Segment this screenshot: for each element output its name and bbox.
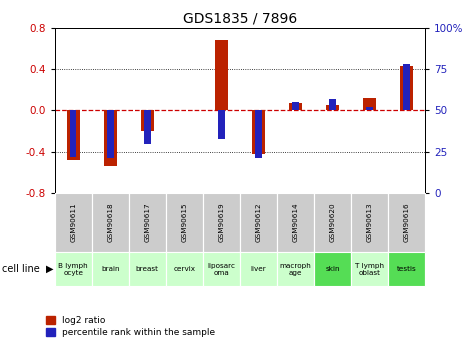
Bar	[215, 40, 228, 110]
Legend: log2 ratio, percentile rank within the sample: log2 ratio, percentile rank within the s…	[43, 313, 219, 341]
Bar	[400, 66, 413, 110]
Text: GSM90615: GSM90615	[181, 203, 187, 242]
Text: cervix: cervix	[173, 266, 195, 272]
Bar	[129, 193, 166, 252]
Bar	[240, 252, 277, 286]
Bar	[252, 110, 265, 154]
Bar	[314, 193, 351, 252]
Text: GSM90612: GSM90612	[256, 203, 261, 242]
Bar	[203, 193, 240, 252]
Text: GSM90613: GSM90613	[367, 203, 372, 242]
Bar	[292, 102, 299, 110]
Bar	[255, 110, 262, 158]
Bar	[366, 107, 373, 110]
Bar	[289, 103, 302, 110]
Bar	[329, 99, 336, 110]
Bar	[107, 110, 114, 158]
Text: GSM90619: GSM90619	[218, 203, 224, 242]
Text: liver: liver	[250, 266, 266, 272]
Bar	[351, 252, 388, 286]
Bar	[70, 110, 76, 157]
Bar	[388, 252, 425, 286]
Bar	[240, 193, 277, 252]
Bar	[277, 252, 314, 286]
Text: testis: testis	[397, 266, 417, 272]
Text: GSM90614: GSM90614	[293, 203, 298, 242]
Bar	[166, 252, 203, 286]
Text: GSM90617: GSM90617	[144, 203, 150, 242]
Bar	[363, 98, 376, 110]
Bar	[203, 252, 240, 286]
Bar	[92, 193, 129, 252]
Text: liposarc
oma: liposarc oma	[208, 263, 235, 276]
Bar	[277, 193, 314, 252]
Text: GSM90620: GSM90620	[330, 203, 335, 242]
Bar	[166, 193, 203, 252]
Text: skin: skin	[325, 266, 340, 272]
Bar	[144, 110, 151, 144]
Text: macroph
age: macroph age	[280, 263, 311, 276]
Bar	[66, 110, 80, 160]
Bar	[351, 193, 388, 252]
Bar	[314, 252, 351, 286]
Bar	[403, 64, 410, 110]
Text: breast: breast	[136, 266, 159, 272]
Text: cell line  ▶: cell line ▶	[2, 264, 54, 274]
Bar	[218, 110, 225, 139]
Bar	[129, 252, 166, 286]
Text: brain: brain	[101, 266, 119, 272]
Text: GSM90618: GSM90618	[107, 203, 113, 242]
Text: GSM90616: GSM90616	[404, 203, 409, 242]
Text: B lymph
ocyte: B lymph ocyte	[58, 263, 88, 276]
Bar	[104, 110, 117, 166]
Bar	[55, 252, 92, 286]
Bar	[141, 110, 154, 131]
Bar	[55, 193, 92, 252]
Text: T lymph
oblast: T lymph oblast	[355, 263, 384, 276]
Bar	[92, 252, 129, 286]
Bar	[326, 105, 339, 110]
Text: GSM90611: GSM90611	[70, 203, 76, 242]
Bar	[388, 193, 425, 252]
Title: GDS1835 / 7896: GDS1835 / 7896	[183, 11, 297, 25]
